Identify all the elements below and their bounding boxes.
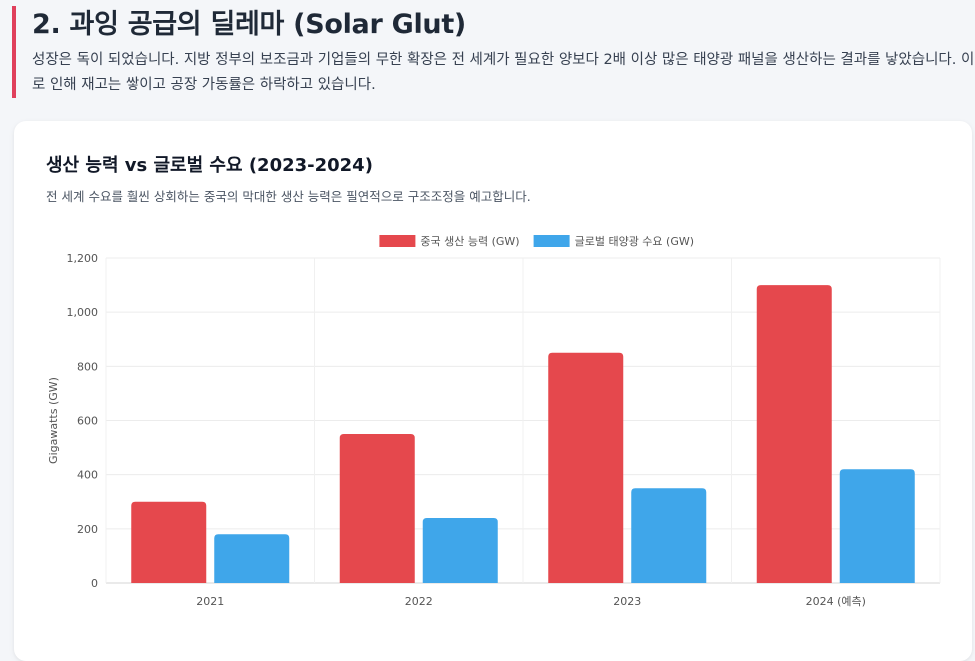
y-axis-title: Gigawatts (GW) (47, 377, 60, 464)
legend-label: 글로벌 태양광 수요 (GW) (575, 235, 694, 248)
x-tick-label: 2023 (613, 595, 641, 608)
section-description: 성장은 독이 되었습니다. 지방 정부의 보조금과 기업들의 무한 확장은 전 … (32, 52, 975, 93)
bar (839, 469, 915, 583)
y-tick-label: 600 (77, 415, 98, 428)
y-tick-label: 200 (77, 523, 98, 536)
bar (756, 285, 832, 583)
y-tick-label: 1,000 (67, 306, 99, 319)
y-tick-label: 800 (77, 360, 98, 373)
section-title: 2. 과잉 공급의 딜레마 (Solar Glut) (32, 9, 466, 40)
bar (631, 488, 707, 583)
bar-chart: 0 200 400 600 800 1,000 1,200 Gigawatts (GW) 202… (47, 235, 941, 608)
legend-label: 중국 생산 능력 (GW) (420, 235, 519, 248)
chart-card-subtitle: 전 세계 수요를 훨씬 상회하는 중국의 막대한 생산 능력은 필연적으로 구조… (46, 189, 531, 204)
bar (214, 534, 290, 583)
bar (339, 434, 415, 583)
y-tick-label: 400 (77, 469, 98, 482)
x-tick-label: 2021 (196, 595, 224, 608)
chart-card: 생산 능력 vs 글로벌 수요 (2023-2024) 전 세계 수요를 훨씬 … (14, 121, 972, 661)
bar (131, 501, 207, 583)
bar (548, 352, 624, 583)
bar (422, 518, 498, 583)
x-tick-label: 2022 (405, 595, 433, 608)
y-tick-label: 0 (91, 577, 98, 590)
legend-swatch (533, 235, 570, 247)
section-header: 2. 과잉 공급의 딜레마 (Solar Glut) 성장은 독이 되었습니다.… (12, 6, 975, 98)
y-tick-label: 1,200 (67, 252, 99, 265)
chart-card-title: 생산 능력 vs 글로벌 수요 (2023-2024) (46, 155, 373, 176)
legend-swatch (379, 235, 416, 247)
x-tick-label: 2024 (예측) (806, 595, 866, 608)
